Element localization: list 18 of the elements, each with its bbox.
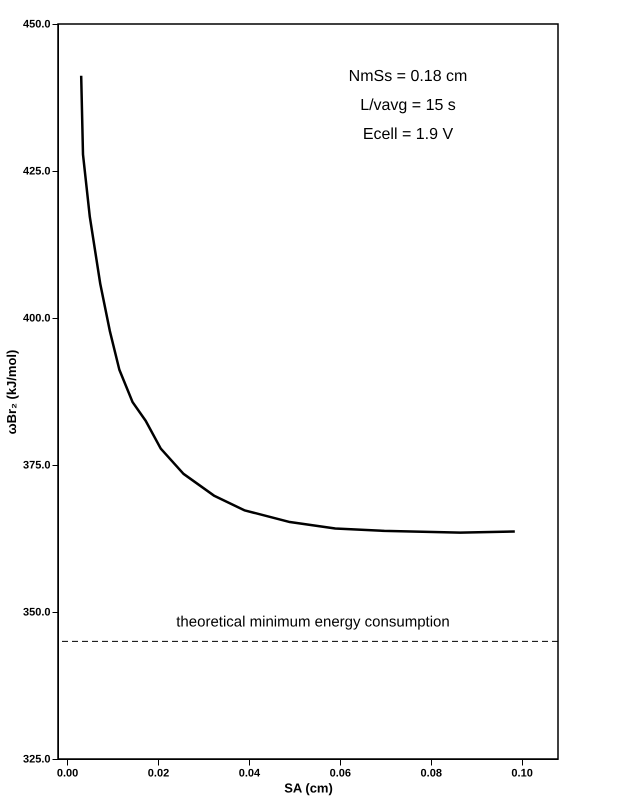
y-tick-label: 425.0	[22, 166, 50, 178]
x-tick-label: 0.06	[330, 768, 352, 780]
annotation: Ecell = 1.9 V	[362, 126, 454, 143]
y-tick-label: 400.0	[22, 312, 50, 324]
y-tick-label: 350.0	[22, 606, 50, 618]
y-tick-label: 450.0	[22, 18, 50, 30]
x-tick-label: 0.02	[148, 768, 170, 780]
annotation: L/vavg = 15 s	[360, 97, 456, 114]
y-tick-label: 325.0	[22, 754, 50, 766]
x-tick-label: 0.10	[511, 768, 533, 780]
ref-line-label: theoretical minimum energy consumption	[176, 613, 450, 630]
y-axis-title: ωBr₂ (kJ/mol)	[4, 350, 19, 434]
x-axis-title: SA (cm)	[284, 780, 333, 796]
x-tick-label: 0.04	[238, 768, 261, 780]
annotation: NmSs = 0.18 cm	[348, 68, 468, 85]
x-tick-label: 0.00	[56, 768, 78, 780]
y-tick-label: 375.0	[22, 460, 50, 472]
x-tick-label: 0.08	[420, 768, 442, 780]
